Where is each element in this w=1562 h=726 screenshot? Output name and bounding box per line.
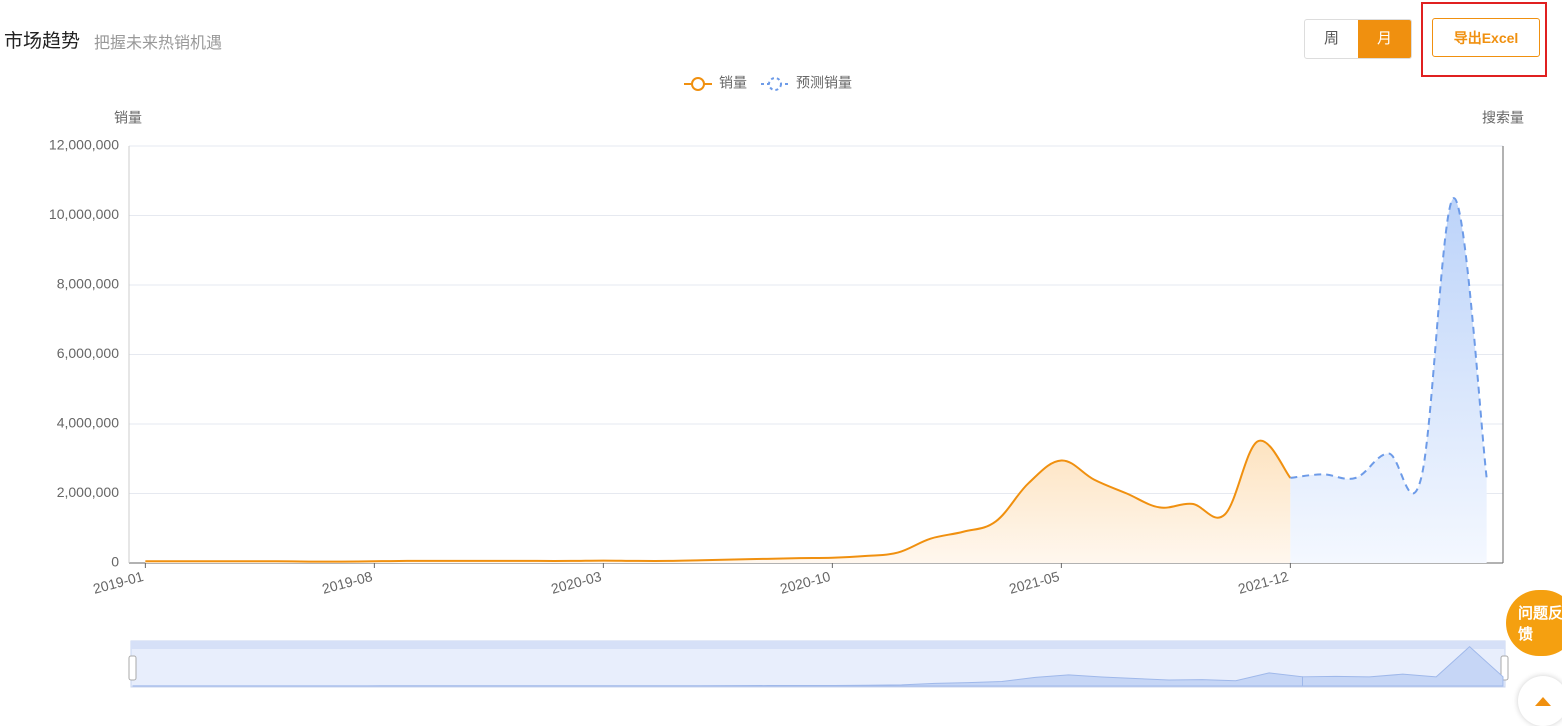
legend-label: 预测销量 (796, 75, 852, 91)
month-button[interactable]: 月 (1358, 20, 1411, 58)
zoom-preview (132, 672, 1304, 687)
zoom-bar (131, 641, 1505, 649)
x-tick-label: 2020-10 (778, 568, 832, 597)
x-tick-label: 2020-03 (549, 568, 603, 597)
legend-marker (691, 77, 705, 91)
area (145, 440, 1291, 563)
scroll-top-button[interactable] (1518, 676, 1562, 726)
zoom-handle[interactable] (1500, 655, 1509, 681)
x-tick-label: 2021-12 (1236, 568, 1290, 597)
x-tick-label: 2019-08 (320, 568, 374, 597)
x-tick-label: 2021-05 (1007, 568, 1061, 597)
zoom-handle[interactable] (128, 655, 137, 681)
feedback-button[interactable]: 问题反馈 (1506, 590, 1562, 656)
legend-item: 预测销量 (761, 75, 852, 91)
y-tick-label: 12,000,000 (49, 137, 119, 153)
y-tick-label: 8,000,000 (57, 276, 119, 292)
y-tick-label: 6,000,000 (57, 345, 119, 361)
period-toggle: 周 月 (1304, 19, 1412, 59)
y-tick-label: 4,000,000 (57, 415, 119, 431)
arrow-icon (1535, 697, 1551, 706)
y-tick-label: 10,000,000 (49, 206, 119, 222)
week-button[interactable]: 周 (1323, 30, 1339, 47)
legend-marker (768, 77, 782, 91)
y-tick-label: 0 (111, 554, 119, 570)
y-axis-title: 销量 (114, 110, 142, 126)
area (1290, 198, 1487, 563)
line (145, 439, 1292, 563)
page-title: 市场趋势 (4, 31, 81, 52)
y-tick-label: 2,000,000 (57, 484, 119, 500)
y2-axis-title: 搜索量 (1482, 110, 1524, 126)
x-tick-label: 2019-01 (91, 568, 145, 597)
legend-label: 销量 (719, 75, 747, 91)
highlight-box (1421, 2, 1547, 77)
page-subtitle: 把握未来热销机遇 (94, 35, 223, 52)
legend-item: 销量 (684, 75, 747, 91)
export-button[interactable]: 导出Excel (1432, 18, 1540, 57)
zoom-preview (1302, 645, 1504, 687)
